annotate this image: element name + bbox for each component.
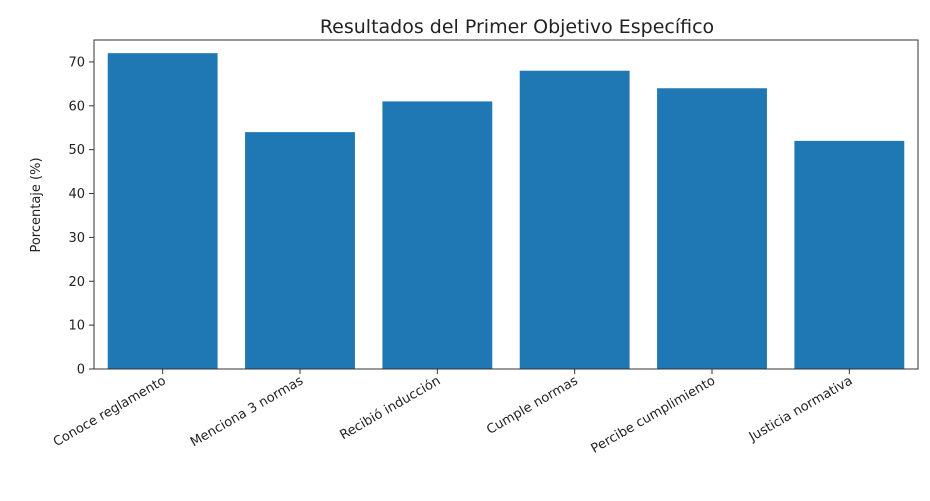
y-tick-label-5: 50 — [68, 143, 85, 158]
y-tick-label-4: 40 — [68, 187, 85, 202]
x-tick-label-2: Recibió inducción — [337, 373, 443, 443]
y-tick-label-2: 20 — [68, 275, 85, 290]
bar-4 — [657, 88, 767, 369]
y-tick-label-1: 10 — [68, 319, 85, 334]
x-tick-label-4: Percibe cumplimiento — [589, 373, 718, 456]
bar-0 — [107, 53, 218, 369]
x-tick-label-3: Cumple normas — [484, 373, 581, 437]
bar-5 — [794, 140, 905, 369]
y-tick-label-0: 0 — [77, 363, 85, 378]
axes-frame — [93, 39, 919, 370]
chart-title: Resultados del Primer Objetivo Específic… — [320, 16, 714, 38]
bar-2 — [382, 101, 493, 369]
y-axis-label: Porcentaje (%) — [29, 157, 44, 252]
x-tick-label-1: Menciona 3 normas — [188, 373, 306, 450]
y-tick-label-3: 30 — [68, 231, 85, 246]
y-tick-label-6: 60 — [68, 99, 85, 114]
plot-area: Conoce reglamento Menciona 3 normas Recibi… — [51, 39, 919, 457]
y-tick-label-7: 70 — [68, 55, 85, 70]
x-tick-label-0: Conoce reglamento — [51, 373, 169, 450]
bar-1 — [245, 132, 355, 369]
bar-3 — [519, 70, 630, 370]
x-tick-label-5: Justicia normativa — [746, 373, 855, 445]
